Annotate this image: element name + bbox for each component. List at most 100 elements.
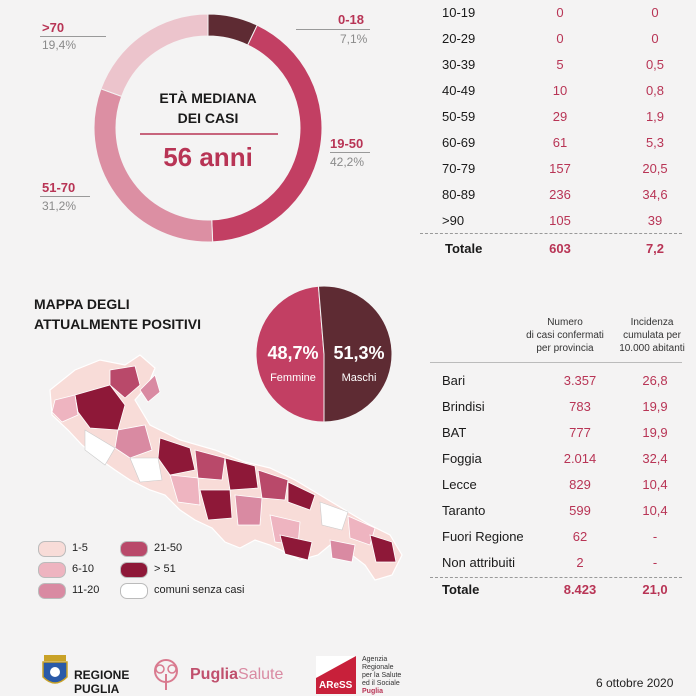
province-rate: 19,9 [642, 425, 668, 440]
gender-slice-maschi [317, 285, 393, 423]
age-range: 80-89 [442, 187, 476, 202]
donut-label-pct: 42,2% [330, 155, 365, 169]
legend-label: comuni senza casi [154, 584, 245, 596]
province-cases: 599 [569, 503, 591, 518]
age-cases: 0 [556, 5, 564, 20]
province-row: Foggia 2.014 32,4 [430, 451, 680, 477]
regione-puglia-crest-logo [42, 655, 68, 684]
legend-label: 11-20 [72, 584, 100, 596]
age-range: 10-19 [442, 5, 476, 20]
province-cases: 829 [569, 477, 591, 492]
male-label: Maschi [341, 372, 377, 384]
province-name: BAT [442, 425, 467, 440]
province-name: Taranto [442, 503, 486, 518]
province-cases: 783 [569, 399, 591, 414]
total-label: Totale [445, 241, 483, 256]
age-rate: 0 [651, 5, 659, 20]
age-donut-chart [93, 13, 323, 243]
age-rate: 34,6 [642, 187, 668, 202]
age-table-row: 30-39 5 0,5 [430, 57, 680, 83]
age-table-row: 60-69 61 5,3 [430, 135, 680, 161]
age-rate: 5,3 [645, 135, 665, 150]
gender-slice-femmine [255, 285, 325, 423]
province-cases: 3.357 [563, 373, 597, 388]
age-range: 30-39 [442, 57, 476, 72]
age-table-row: 70-79 157 20,5 [430, 161, 680, 187]
donut-label-pct: 19,4% [42, 38, 77, 52]
donut-center-title-1: ETÀ MEDIANA [159, 90, 257, 106]
aress-line-3: per la Salute [362, 672, 402, 679]
leader-line [40, 196, 90, 197]
aress-line-5: Puglia [362, 688, 384, 695]
legend-swatch [120, 541, 148, 557]
age-rate: 0 [651, 31, 659, 46]
province-rate: 26,8 [642, 373, 668, 388]
province-rate: 32,4 [642, 451, 668, 466]
aress-logo: AReSS [316, 656, 356, 694]
age-cases: 236 [549, 187, 571, 202]
province-cases: 62 [572, 529, 588, 544]
age-range: 50-59 [442, 109, 476, 124]
age-table-row: 20-29 0 0 [430, 31, 680, 57]
province-row: Lecce 829 10,4 [430, 477, 680, 503]
legend-swatch [38, 541, 66, 557]
age-cases: 105 [549, 213, 571, 228]
province-row: BAT 777 19,9 [430, 425, 680, 451]
age-table-row: 80-89 236 34,6 [430, 187, 680, 213]
age-table-separator [420, 233, 682, 234]
province-col1-header-1: Numero [547, 317, 583, 328]
age-table-row: 40-49 10 0,8 [430, 83, 680, 109]
leader-line [330, 152, 370, 153]
province-total-row: Totale 8.423 21,0 [430, 582, 680, 608]
province-col2-header-1: Incidenza [630, 317, 674, 328]
province-row: Brindisi 783 19,9 [430, 399, 680, 425]
age-cases: 29 [552, 109, 568, 124]
puglia-salute-light: Salute [238, 666, 284, 683]
province-name: Lecce [442, 477, 477, 492]
province-total-cases: 8.423 [563, 582, 597, 597]
map-title-1: MAPPA DEGLI [34, 296, 130, 312]
province-total-rate: 21,0 [642, 582, 668, 597]
donut-center-title-2: DEI CASI [177, 110, 239, 126]
province-name: Brindisi [442, 399, 485, 414]
donut-label-range: 0-18 [338, 12, 365, 27]
province-col2-header-3: 10.000 abitanti [619, 343, 685, 354]
province-name: Non attribuiti [442, 555, 515, 570]
regione-line-2: PUGLIA [74, 682, 120, 696]
age-cases: 5 [556, 57, 564, 72]
age-cases: 0 [556, 31, 564, 46]
aress-logo-text: AReSS [319, 680, 353, 691]
age-rate: 0,5 [645, 57, 665, 72]
legend-swatch [120, 562, 148, 578]
age-slice-70 [100, 13, 209, 98]
province-col2-header-2: cumulata per [623, 330, 681, 341]
age-rate: 1,9 [645, 109, 665, 124]
province-row: Taranto 599 10,4 [430, 503, 680, 529]
age-table-row: >90 105 39 [430, 213, 680, 239]
donut-label-pct: 7,1% [340, 32, 368, 46]
province-col1-header-3: per provincia [536, 343, 594, 354]
province-row: Fuori Regione 62 - [430, 529, 680, 555]
province-rate: 19,9 [642, 399, 668, 414]
median-age-value: 56 anni [163, 142, 253, 172]
age-rate: 20,5 [642, 161, 668, 176]
donut-label-range: 19-50 [330, 136, 364, 151]
legend-swatch [38, 583, 66, 599]
province-header-separator [430, 362, 682, 363]
legend-label: 21-50 [154, 542, 183, 554]
province-col1-header-2: di casi confermati [526, 330, 604, 341]
gender-pie-chart [255, 285, 393, 423]
leader-line [296, 29, 370, 30]
age-cases: 157 [549, 161, 571, 176]
age-range: 20-29 [442, 31, 476, 46]
puglia-salute-bold: Puglia [190, 666, 239, 683]
report-date: 6 ottobre 2020 [596, 676, 674, 690]
age-range: >90 [442, 213, 465, 228]
province-name: Foggia [442, 451, 482, 466]
age-rate: 0,8 [645, 83, 665, 98]
province-table-separator [430, 577, 682, 578]
age-range: 60-69 [442, 135, 476, 150]
male-pct: 51,3% [333, 343, 385, 363]
map-title-2: ATTUALMENTE POSITIVI [34, 316, 201, 332]
age-rate: 39 [647, 213, 663, 228]
